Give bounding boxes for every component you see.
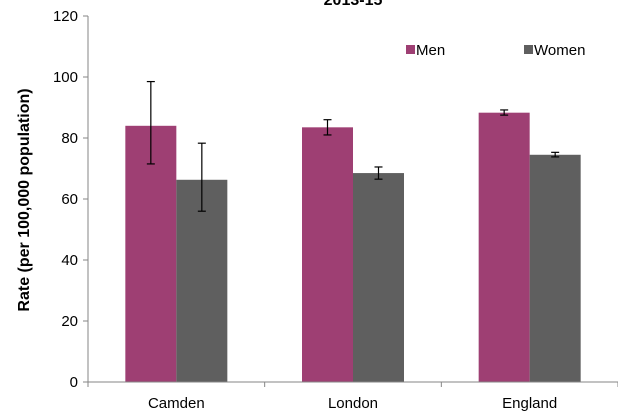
error-bar-men-england — [500, 109, 509, 116]
x-tick-label: England — [502, 395, 557, 412]
error-bar-women-camden — [197, 142, 206, 212]
chart-title: 2013-15 — [324, 0, 383, 9]
y-tick-label: 120 — [53, 8, 78, 25]
y-tick-label: 80 — [61, 130, 78, 147]
legend-label-women: Women — [534, 42, 585, 59]
legend-swatch-women — [524, 45, 533, 54]
legend-swatch-men — [406, 45, 415, 54]
x-tick-label: London — [328, 395, 378, 412]
bars-layer — [125, 112, 581, 383]
legend-label-men: Men — [416, 42, 445, 59]
bar-men-camden — [125, 125, 177, 383]
x-tick-label: Camden — [148, 395, 205, 412]
y-tick-label: 40 — [61, 252, 78, 269]
y-tick-label: 100 — [53, 69, 78, 86]
bar-men-london — [302, 127, 353, 382]
error-bar-women-london — [374, 166, 383, 180]
y-tick-label: 20 — [61, 313, 78, 330]
bar-men-england — [478, 112, 530, 382]
y-tick-label: 60 — [61, 191, 78, 208]
bar-women-england — [529, 154, 581, 382]
error-bar-women-england — [551, 151, 560, 158]
error-bar-men-camden — [146, 80, 155, 165]
bar-women-camden — [176, 179, 228, 382]
bar-women-london — [353, 173, 404, 382]
error-bars-layer — [146, 80, 560, 212]
y-axis-title: Rate (per 100,000 population) — [16, 88, 33, 311]
error-bar-men-london — [323, 119, 332, 136]
axes-layer: Camden London England 0 20 40 60 80 100 120 — [53, 8, 618, 412]
legend: Men Women — [406, 42, 585, 59]
y-tick-label: 0 — [70, 374, 78, 391]
